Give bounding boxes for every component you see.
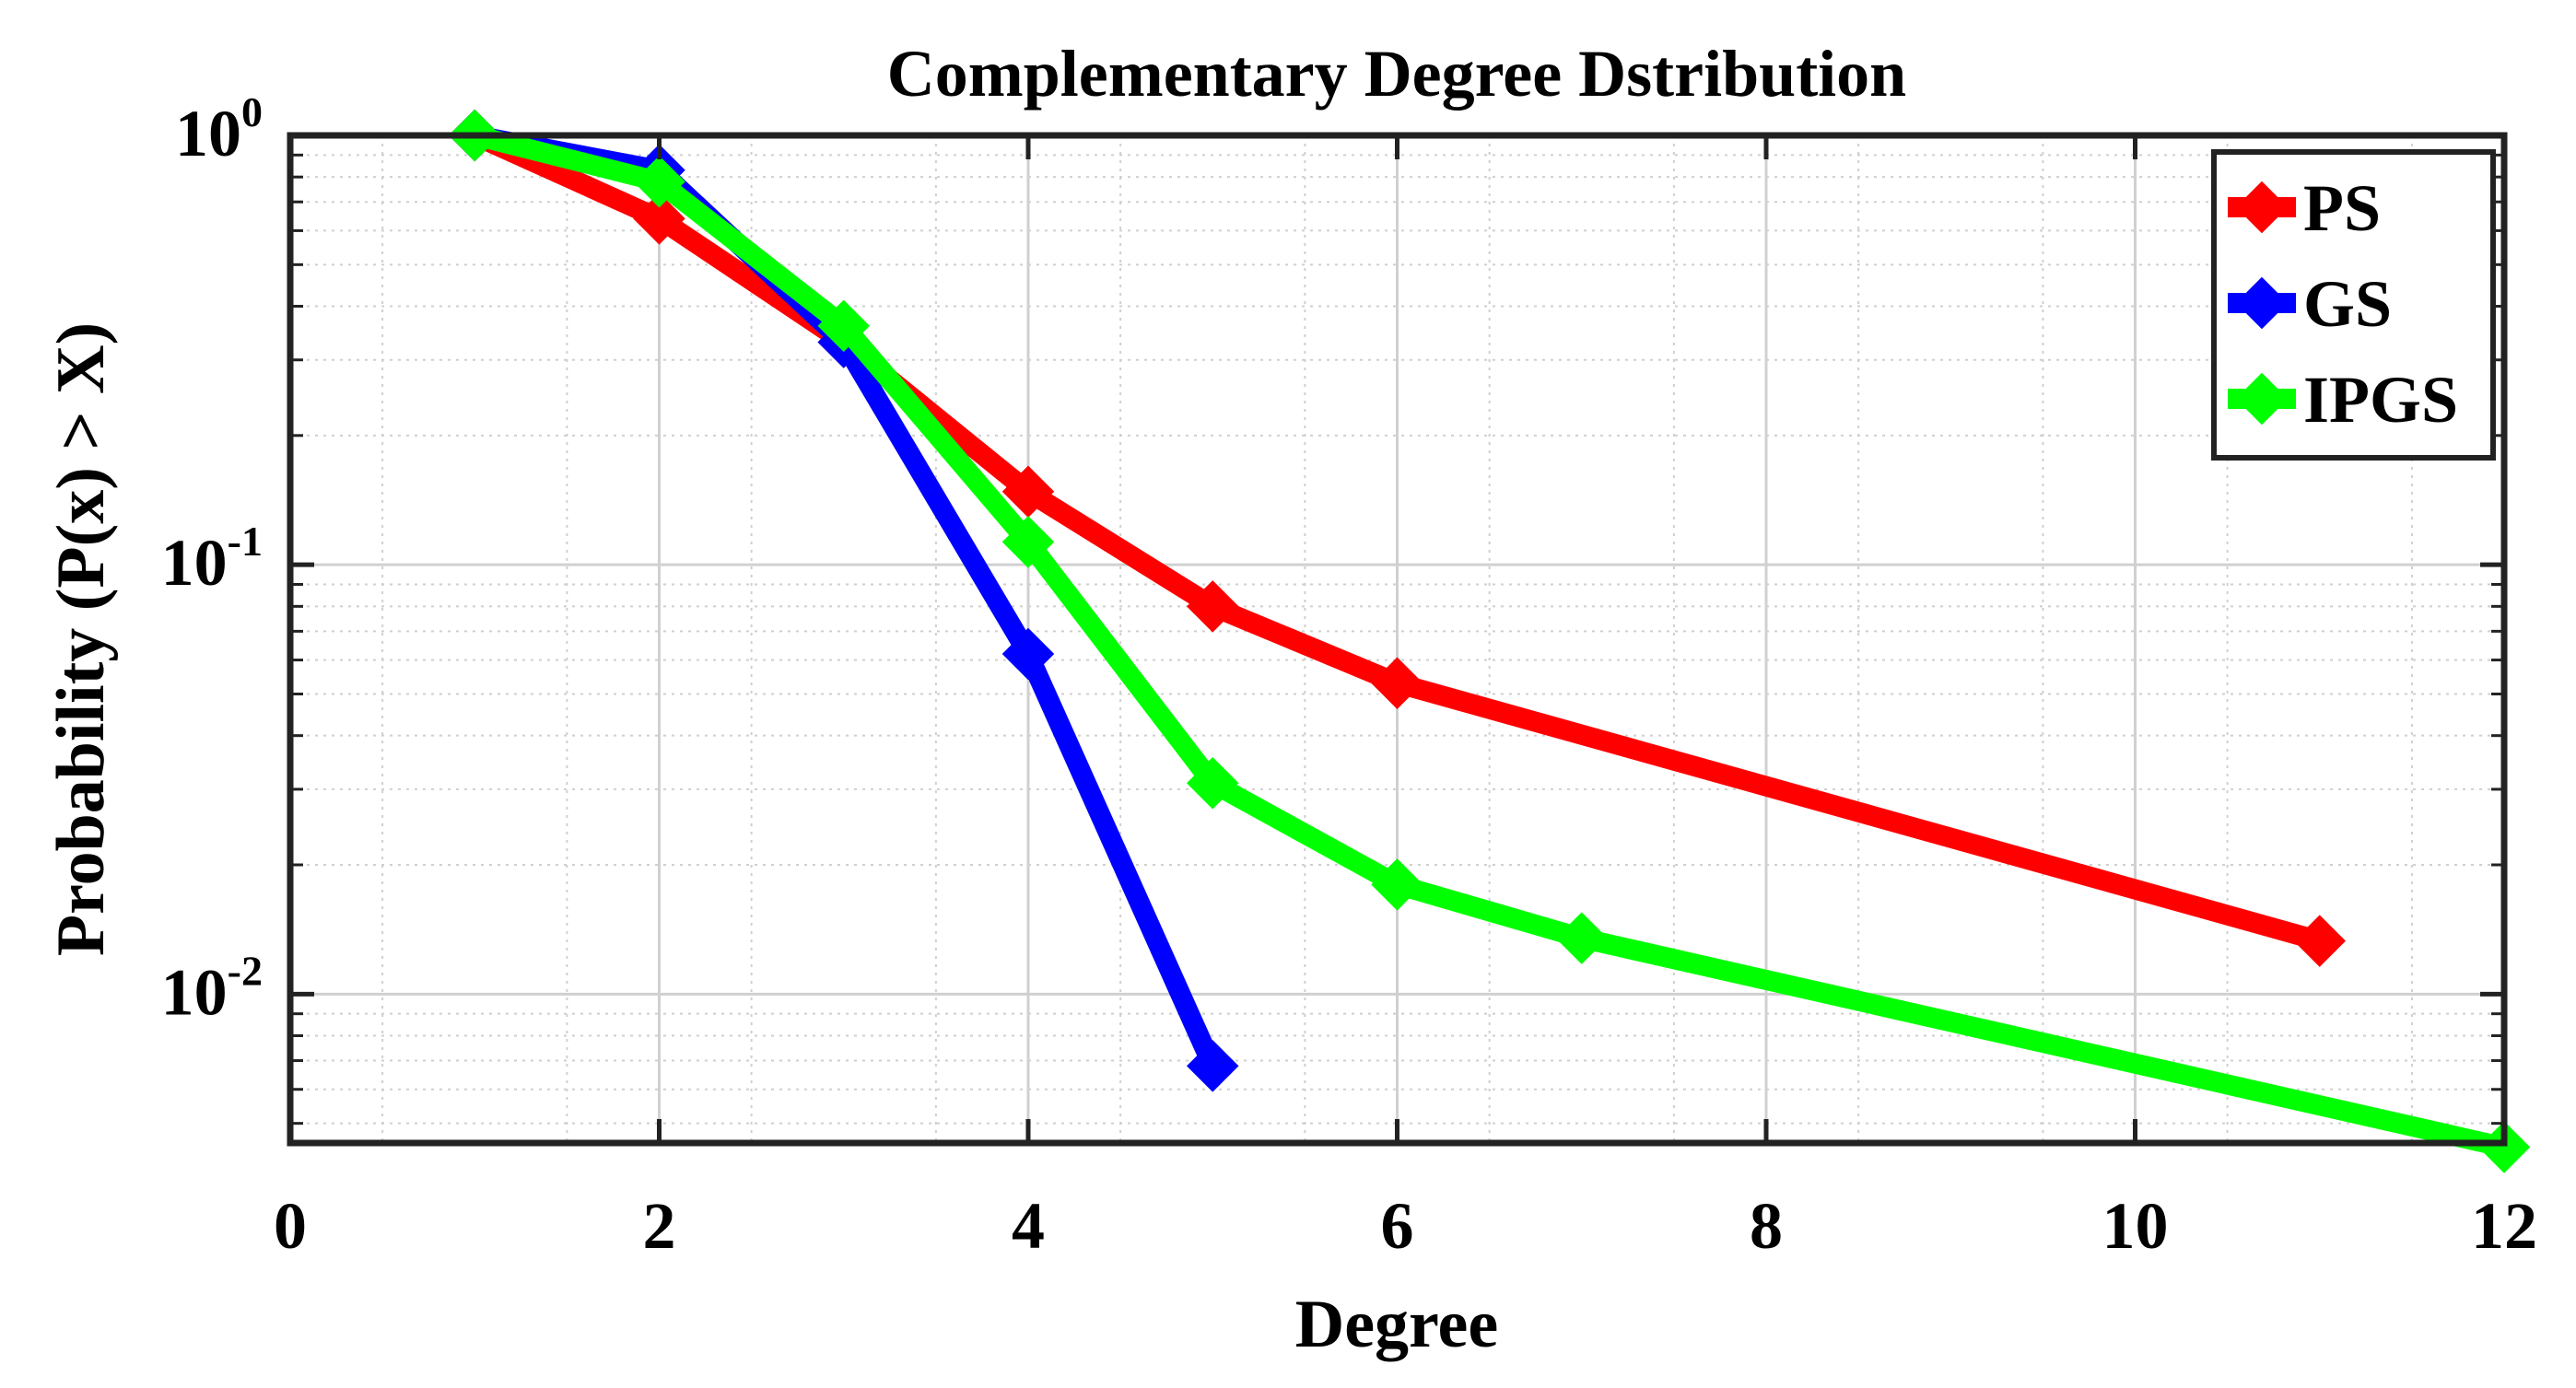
series-layer	[449, 109, 2531, 1173]
x-tick-label: 10	[2102, 1189, 2169, 1263]
y-tick-exponent: 0	[241, 88, 263, 135]
x-tick-label: 12	[2471, 1189, 2537, 1263]
chart-title: Complementary Degree Dstribution	[887, 37, 1906, 111]
data-point-gs	[1001, 627, 1055, 681]
y-tick-label: 10-1	[161, 518, 263, 600]
data-point-ps	[1187, 580, 1239, 633]
y-tick-exponent: -1	[228, 518, 263, 565]
y-tick-label: 10-2	[161, 947, 263, 1029]
series-line-ipgs	[464, 125, 2514, 1158]
data-point-ipgs	[1555, 912, 1608, 964]
x-tick-label: 8	[1750, 1189, 1783, 1263]
data-point-ipgs	[1371, 858, 1423, 911]
legend-label-gs: GS	[2303, 267, 2392, 341]
legend-marker-gs	[2235, 276, 2289, 330]
y-tick-base: 10	[161, 955, 228, 1029]
x-tick-label: 0	[274, 1189, 307, 1263]
legend-label-ps: PS	[2303, 171, 2381, 245]
y-tick-base: 10	[161, 526, 228, 600]
legend-marker-ps	[2235, 181, 2289, 234]
data-point-ipgs	[817, 299, 870, 353]
legend: PS GS IPGS	[2211, 149, 2496, 461]
y-tick-base: 10	[175, 97, 241, 170]
data-point-gs	[1187, 1040, 1239, 1092]
data-point-ps	[2293, 915, 2346, 967]
x-tick-label: 6	[1381, 1189, 1414, 1263]
data-point-ps	[633, 192, 685, 245]
x-tick-label: 2	[643, 1189, 676, 1263]
x-tick-label: 4	[1012, 1189, 1045, 1263]
legend-marker-ipgs	[2235, 372, 2289, 426]
data-point-ps	[1371, 657, 1423, 709]
data-point-ipgs	[1001, 516, 1055, 568]
legend-label-ipgs: IPGS	[2303, 363, 2458, 437]
x-axis-label: Degree	[1295, 1287, 1498, 1362]
axis-ticks	[287, 133, 2507, 1143]
data-point-ipgs	[633, 156, 685, 208]
y-axis-label: Probability (P(x) > X)	[43, 322, 119, 956]
data-point-ps	[1001, 465, 1055, 519]
y-tick-label: 100	[175, 88, 263, 170]
y-tick-exponent: -2	[228, 947, 263, 994]
x-tick-labels: 0 2 4 6 8 10 12	[274, 1189, 2537, 1263]
data-point-ipgs	[1187, 757, 1239, 810]
